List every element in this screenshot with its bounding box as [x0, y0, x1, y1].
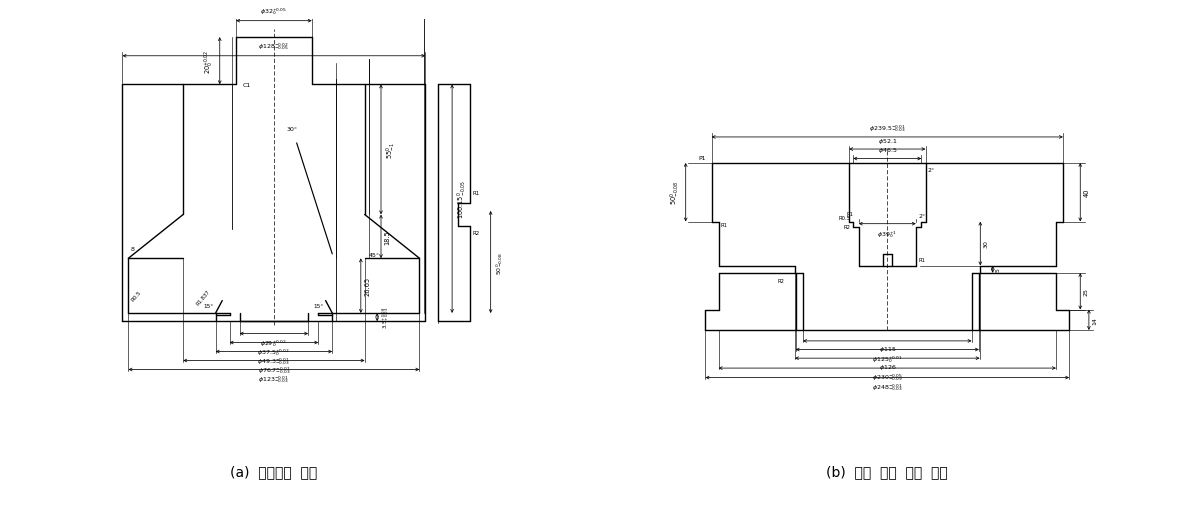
Text: $\phi$29$^{+0.02}_{0}$: $\phi$29$^{+0.02}_{0}$	[261, 337, 287, 348]
Text: R1: R1	[473, 191, 480, 196]
Text: R1.837: R1.837	[195, 289, 211, 306]
Text: 2°: 2°	[928, 168, 935, 173]
Text: $\phi$115: $\phi$115	[879, 345, 896, 354]
Text: 5: 5	[996, 268, 1000, 272]
Text: $\phi$123$^{-0.01}_{-0.03}$: $\phi$123$^{-0.01}_{-0.03}$	[258, 373, 289, 384]
Text: 40: 40	[1084, 188, 1090, 197]
Text: $\phi$76.7$^{-0.01}_{-0.03}$: $\phi$76.7$^{-0.01}_{-0.03}$	[257, 364, 291, 375]
Text: P1: P1	[699, 155, 706, 160]
Text: 50$^{0}_{-0.08}$: 50$^{0}_{-0.08}$	[494, 251, 505, 274]
Text: $\phi$52.1: $\phi$52.1	[878, 136, 897, 146]
Text: $\phi$239.5$^{-0.01}_{-0.03}$: $\phi$239.5$^{-0.01}_{-0.03}$	[868, 123, 906, 133]
Text: $\phi$39$^{+1}_{0}$: $\phi$39$^{+1}_{0}$	[878, 229, 897, 239]
Text: R1: R1	[918, 258, 925, 263]
Text: 2°: 2°	[918, 214, 925, 219]
Text: $\phi$46.5: $\phi$46.5	[878, 146, 897, 155]
Text: 3.5$^{+0.08}_{+0.03}$: 3.5$^{+0.08}_{+0.03}$	[380, 306, 391, 329]
Text: 15°: 15°	[314, 303, 324, 308]
Text: 100.15$^{0}_{-0.05}$: 100.15$^{0}_{-0.05}$	[455, 180, 469, 219]
Text: $\phi$49.3$^{-0.01}_{-0.03}$: $\phi$49.3$^{-0.01}_{-0.03}$	[257, 355, 291, 366]
Text: 30: 30	[984, 240, 989, 248]
Text: (b)  하형  치형  성형  금형: (b) 하형 치형 성형 금형	[827, 464, 948, 478]
Text: R2: R2	[473, 231, 480, 236]
Text: R0.5: R0.5	[131, 290, 142, 302]
Text: 50$^{0}_{-0.08}$: 50$^{0}_{-0.08}$	[669, 181, 682, 205]
Text: (a)  냉간단조  편치: (a) 냉간단조 편치	[230, 464, 318, 478]
Text: 26.65: 26.65	[364, 276, 370, 296]
Text: R2: R2	[843, 224, 850, 230]
Text: R0.5: R0.5	[838, 216, 850, 221]
Text: 20$^{+0.02}_{0}$: 20$^{+0.02}_{0}$	[204, 49, 217, 74]
Text: R2: R2	[778, 278, 785, 283]
Text: $\phi$37.5$^{+0.02}_{0}$: $\phi$37.5$^{+0.02}_{0}$	[257, 346, 291, 357]
Text: 8: 8	[131, 247, 135, 251]
Text: $\phi$126: $\phi$126	[879, 362, 896, 371]
Text: 55$^{0}_{-1}$: 55$^{0}_{-1}$	[385, 142, 398, 159]
Text: 25: 25	[1084, 288, 1089, 296]
Text: R1: R1	[721, 222, 728, 228]
Text: $\phi$125$^{+0.01}_{0}$: $\phi$125$^{+0.01}_{0}$	[872, 353, 903, 364]
Text: 30°: 30°	[286, 127, 298, 132]
Text: $\phi$128$^{-0.02}_{-0.05}$: $\phi$128$^{-0.02}_{-0.05}$	[258, 41, 289, 52]
Text: $\phi$32$^{+0.05}_{0}$: $\phi$32$^{+0.05}_{0}$	[261, 6, 287, 17]
Text: 15°: 15°	[204, 303, 213, 308]
Text: 14: 14	[1092, 316, 1097, 324]
Text: $\phi$248$^{-0.01}_{-0.03}$: $\phi$248$^{-0.01}_{-0.03}$	[872, 381, 903, 392]
Text: $\phi$230$^{-0.05}_{-0.09}$: $\phi$230$^{-0.05}_{-0.09}$	[872, 372, 903, 383]
Text: 45°: 45°	[369, 253, 380, 258]
Text: R1: R1	[847, 212, 854, 217]
Text: C1: C1	[242, 83, 250, 88]
Text: 18.5: 18.5	[385, 230, 391, 244]
